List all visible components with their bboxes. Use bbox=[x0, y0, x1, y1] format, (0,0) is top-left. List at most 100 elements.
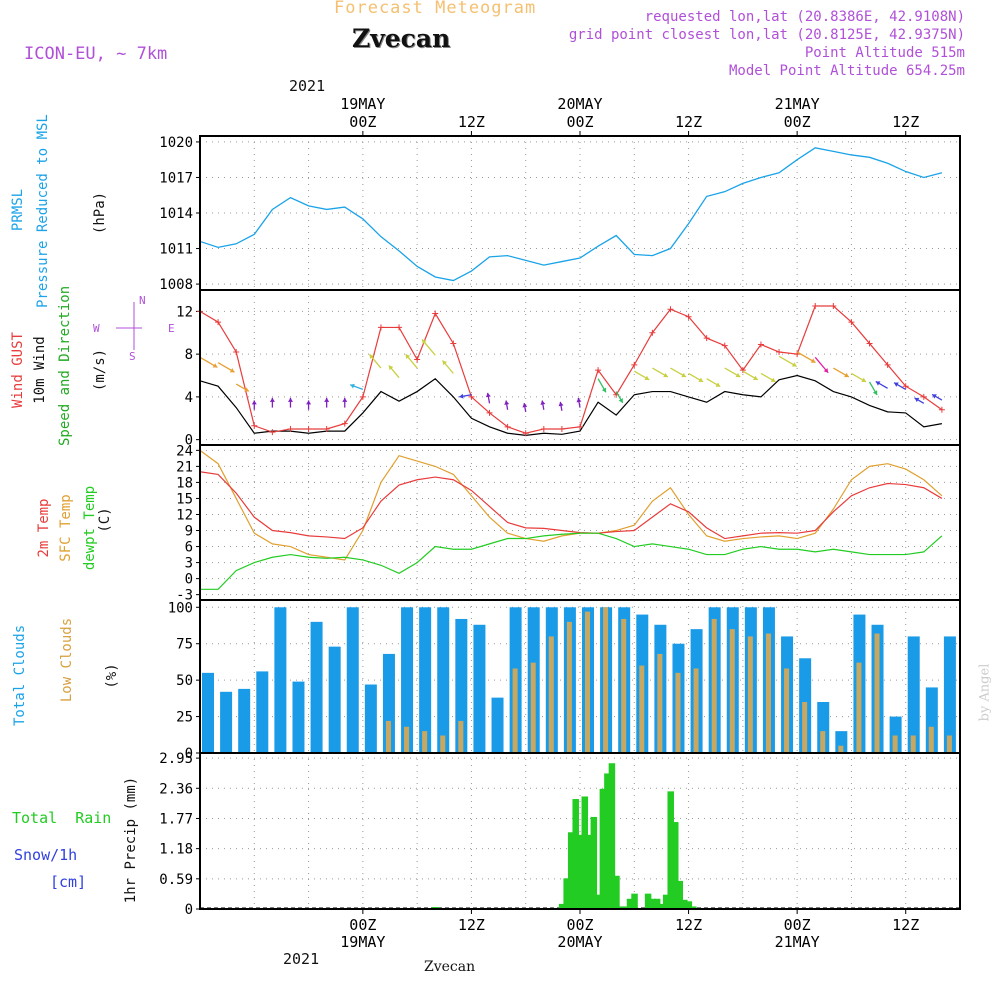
low-cloud-bar bbox=[621, 618, 627, 753]
wind-arrow-head bbox=[324, 397, 330, 402]
gust-marker bbox=[251, 422, 258, 429]
compass-e: E bbox=[168, 322, 175, 335]
gust-marker bbox=[757, 341, 764, 348]
rain-bar bbox=[567, 832, 575, 909]
wind-arrow-head bbox=[251, 400, 257, 405]
wind-arrow-head bbox=[422, 339, 427, 345]
rain-bar bbox=[644, 893, 652, 909]
low-cloud-bar bbox=[385, 720, 391, 753]
rain-bar bbox=[608, 763, 616, 909]
y-tick-label: 1.18 bbox=[159, 842, 193, 858]
bottom-time-label: 00Z bbox=[784, 916, 811, 934]
low-cloud-bar bbox=[675, 672, 681, 753]
y-tick-label: -3 bbox=[176, 588, 193, 604]
gust-marker bbox=[848, 319, 855, 326]
gust-marker bbox=[359, 393, 366, 400]
wind-arrow-head bbox=[791, 362, 797, 367]
gust-marker bbox=[287, 425, 294, 432]
wind-arrow-head bbox=[618, 398, 623, 403]
wind-arrow-head bbox=[504, 400, 510, 405]
top-date-label: 20MAY bbox=[557, 95, 602, 113]
low-cloud-bar bbox=[838, 745, 844, 753]
gust-marker bbox=[902, 383, 909, 390]
low-cloud-bar bbox=[711, 618, 717, 753]
gust-marker bbox=[341, 420, 348, 427]
wind-arrow-head bbox=[932, 394, 937, 399]
low-cloud-bar bbox=[693, 668, 699, 753]
rain-bar bbox=[572, 799, 579, 909]
y-tick-label: 0.59 bbox=[159, 872, 193, 888]
gust-marker bbox=[377, 324, 384, 331]
low-cloud-bar bbox=[404, 726, 410, 753]
model-altitude: Model Point Altitude 654.25m bbox=[728, 63, 965, 79]
y-tick-label: 2.36 bbox=[159, 781, 193, 797]
rain-bar bbox=[649, 898, 656, 909]
gust-marker bbox=[703, 335, 710, 342]
rain-bar bbox=[676, 880, 684, 909]
y-tick-label: 1020 bbox=[159, 135, 193, 151]
total-cloud-bar bbox=[328, 646, 341, 753]
low-cloud-bar bbox=[530, 662, 536, 753]
total-cloud-bar bbox=[401, 607, 414, 753]
wind-arrow-head bbox=[576, 397, 582, 403]
gust-marker bbox=[396, 324, 403, 331]
gust-marker bbox=[486, 409, 493, 416]
wind-arrow-head bbox=[601, 387, 607, 393]
wind-arrow-head bbox=[770, 377, 776, 382]
compass-s: S bbox=[129, 350, 136, 362]
gust-marker bbox=[685, 313, 692, 320]
gust-marker bbox=[631, 361, 638, 368]
y-tick-label: 1017 bbox=[159, 170, 193, 186]
total-cloud-bar bbox=[491, 697, 504, 753]
y-tick-label: 1011 bbox=[159, 242, 193, 258]
panel-frame bbox=[199, 289, 961, 446]
low-cloud-bar bbox=[802, 702, 808, 753]
gust-marker bbox=[558, 425, 565, 432]
gust-marker bbox=[414, 356, 421, 363]
wind-arrow-head bbox=[306, 400, 312, 405]
requested-coords: requested lon,lat (20.8386E, 42.9108N) bbox=[644, 9, 965, 25]
total-cloud-bar bbox=[220, 691, 233, 753]
rain-bar bbox=[658, 903, 665, 909]
low-cloud-bar bbox=[603, 607, 609, 753]
wind-arrow-head bbox=[350, 383, 355, 389]
sfc-temp-line bbox=[199, 449, 943, 561]
gust-marker bbox=[269, 429, 276, 436]
bottom-time-label: 00Z bbox=[566, 916, 593, 934]
rain-bar bbox=[667, 791, 674, 909]
wind-10m-line bbox=[199, 374, 943, 436]
wind-arrow-head bbox=[753, 375, 758, 381]
wind-arrow-head bbox=[715, 382, 721, 387]
gust-marker bbox=[540, 425, 547, 432]
wind-arrow-head bbox=[485, 392, 491, 398]
bottom-year: 2021 bbox=[283, 950, 320, 968]
low-cloud-bar bbox=[729, 629, 735, 753]
y-tick-label: 24 bbox=[176, 443, 193, 459]
wind-arrow-head bbox=[875, 381, 881, 386]
wind-arrow-head bbox=[442, 360, 448, 366]
gust-marker bbox=[830, 303, 837, 310]
grid-point-coords: grid point closest lon,lat (20.8125E, 42… bbox=[568, 27, 965, 43]
wind-arrow-head bbox=[558, 401, 564, 407]
total-cloud-bar bbox=[907, 636, 920, 753]
low-cloud-bar bbox=[440, 735, 446, 753]
total-rain-label: Total Rain bbox=[12, 809, 112, 827]
y-tick-label: 3 bbox=[185, 556, 193, 572]
meteogram-title: Forecast Meteogram bbox=[334, 0, 537, 18]
total-cloud-bar bbox=[310, 621, 323, 753]
y-tick-label: 0 bbox=[185, 572, 193, 588]
low-cloud-bar bbox=[856, 662, 862, 753]
rain-bar bbox=[590, 816, 598, 909]
rain-bar bbox=[586, 834, 593, 909]
gust-marker bbox=[233, 349, 240, 355]
y-tick-label: 4 bbox=[185, 390, 193, 406]
y-tick-label: 0 bbox=[185, 433, 193, 449]
y-tick-label: 9 bbox=[185, 524, 193, 540]
rain-bar bbox=[558, 903, 566, 909]
top-date-label: 19MAY bbox=[340, 95, 385, 113]
wind-arrow-head bbox=[369, 354, 374, 359]
total-cloud-bar bbox=[238, 688, 251, 753]
top-date-label: 21MAY bbox=[775, 95, 820, 113]
gust-marker bbox=[938, 406, 945, 413]
